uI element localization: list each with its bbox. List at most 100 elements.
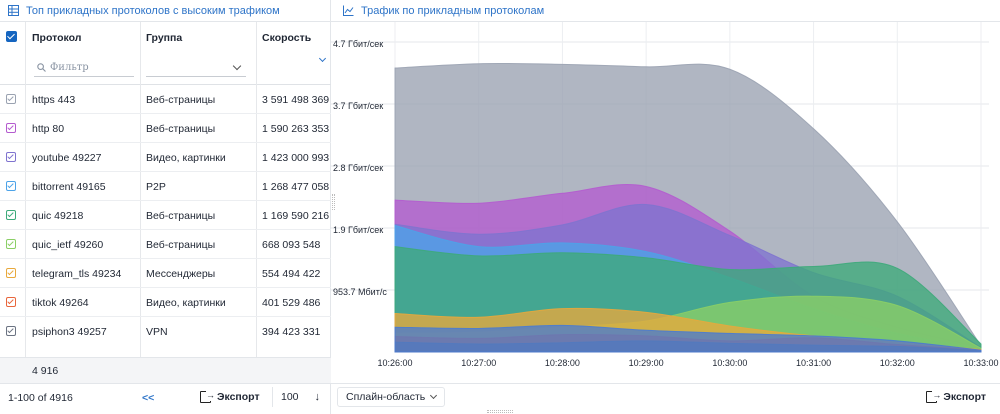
row-checkbox[interactable] bbox=[6, 181, 16, 191]
x-tick-label: 10:28:00 bbox=[545, 358, 580, 368]
x-tick-label: 10:31:00 bbox=[796, 358, 831, 368]
table-body: https 443 Веб-страницы 3 591 498 369 http 8… bbox=[0, 85, 331, 343]
table-row[interactable]: telegram_tls 49234 Мессенджеры 554 494 422 bbox=[0, 259, 331, 288]
traffic-chart-panel: Трафик по прикладным протоколам 953.7 Мб… bbox=[331, 0, 1000, 414]
cell-protocol: quic 49218 bbox=[32, 210, 84, 222]
row-checkbox[interactable] bbox=[6, 239, 16, 249]
first-page-button[interactable]: << bbox=[142, 392, 155, 404]
page-range: 1-100 of 4916 bbox=[8, 392, 73, 404]
table-row[interactable]: https 443 Веб-страницы 3 591 498 369 bbox=[0, 85, 331, 114]
chart-panel-title: Трафик по прикладным протоколам bbox=[361, 4, 545, 17]
cell-speed: 1 423 000 993 bbox=[262, 152, 330, 164]
series-area-telegram-49224[interactable] bbox=[394, 324, 982, 353]
traffic-area-chart: 953.7 Мбит/с 1.9 Гбит/сек 2.8 Гбит/сек 3.7 … bbox=[331, 22, 999, 368]
y-tick-label: 953.7 Мбит/с bbox=[333, 287, 387, 297]
chart-panel-header: Трафик по прикладным протоколам bbox=[331, 0, 1000, 22]
row-checkbox[interactable] bbox=[6, 268, 16, 278]
panel-resize-handle[interactable] bbox=[332, 194, 335, 210]
row-checkbox[interactable] bbox=[6, 210, 16, 220]
protocols-table-panel: Топ прикладных протоколов с высоким траф… bbox=[0, 0, 331, 414]
row-checkbox[interactable] bbox=[6, 326, 16, 336]
x-tick-label: 10:33:00 bbox=[963, 358, 998, 368]
cell-group: Веб-страницы bbox=[146, 123, 216, 135]
table-row[interactable]: youtube 49227 Видео, картинки 1 423 000 99… bbox=[0, 143, 331, 172]
cell-group: Веб-страницы bbox=[146, 94, 216, 106]
column-divider bbox=[25, 22, 26, 357]
bottom-resize-handle[interactable] bbox=[487, 410, 513, 413]
cell-protocol: youtube 49227 bbox=[32, 152, 102, 164]
select-all-checkbox[interactable] bbox=[6, 31, 17, 42]
protocol-filter-input[interactable]: Фильтр bbox=[34, 59, 134, 77]
y-tick-label: 4.7 Гбит/сек bbox=[333, 39, 383, 49]
group-filter-select[interactable] bbox=[146, 59, 246, 77]
area-chart-icon bbox=[343, 5, 354, 16]
cell-protocol: https 443 bbox=[32, 94, 76, 106]
column-header-protocol[interactable]: Протокол bbox=[32, 32, 82, 44]
row-checkbox[interactable] bbox=[6, 152, 16, 162]
arrow-down-icon: ↓ bbox=[314, 391, 321, 403]
x-tick-label: 10:29:00 bbox=[629, 358, 664, 368]
pagination-bar: 1-100 of 4916 << Экспорт 100 ↓ bbox=[0, 383, 331, 409]
x-tick-label: 10:27:00 bbox=[461, 358, 496, 368]
cell-group: Видео, картинки bbox=[146, 297, 226, 309]
total-count: 4 916 bbox=[0, 357, 331, 383]
cell-group: Веб-страницы bbox=[146, 210, 216, 222]
column-divider[interactable] bbox=[140, 22, 141, 357]
cell-group: Мессенджеры bbox=[146, 268, 216, 280]
table-row[interactable]: tiktok 49264 Видео, картинки 401 529 486 bbox=[0, 288, 331, 317]
table-panel-title: Топ прикладных протоколов с высоким траф… bbox=[26, 4, 280, 17]
row-checkbox[interactable] bbox=[6, 297, 16, 307]
chart-type-label: Сплайн-область bbox=[346, 391, 426, 403]
cell-group: Видео, картинки bbox=[146, 152, 226, 164]
cell-speed: 394 423 331 bbox=[262, 326, 321, 338]
table-row[interactable]: quic 49218 Веб-страницы 1 169 590 216 bbox=[0, 201, 331, 230]
cell-protocol: tiktok 49264 bbox=[32, 297, 89, 309]
page-size-value: 100 bbox=[281, 391, 299, 403]
table-icon bbox=[8, 5, 19, 16]
export-icon bbox=[200, 389, 215, 403]
cell-speed: 3 591 498 369 bbox=[262, 94, 330, 106]
search-icon bbox=[37, 63, 46, 72]
cell-group: VPN bbox=[146, 326, 168, 338]
table-row[interactable]: psiphon3 49257 VPN 394 423 331 bbox=[0, 317, 331, 343]
table-export-button[interactable]: Экспорт bbox=[200, 389, 260, 403]
column-header-speed[interactable]: Скорость bbox=[262, 32, 312, 44]
y-tick-label: 2.8 Гбит/сек bbox=[333, 163, 383, 173]
row-checkbox[interactable] bbox=[6, 94, 16, 104]
cell-protocol: bittorrent 49165 bbox=[32, 181, 106, 193]
cell-speed: 1 169 590 216 bbox=[262, 210, 330, 222]
sort-desc-icon[interactable] bbox=[318, 54, 327, 63]
table-row[interactable]: http 80 Веб-страницы 1 590 263 353 bbox=[0, 114, 331, 143]
table-export-label: Экспорт bbox=[217, 391, 260, 403]
chart-footer: Сплайн-область Экспорт bbox=[331, 383, 1000, 409]
cell-speed: 1 590 263 353 bbox=[262, 123, 330, 135]
chart-type-select[interactable]: Сплайн-область bbox=[337, 387, 446, 407]
filter-placeholder: Фильтр bbox=[50, 62, 89, 73]
cell-protocol: http 80 bbox=[32, 123, 65, 135]
table-row[interactable]: bittorrent 49165 P2P 1 268 477 058 bbox=[0, 172, 331, 201]
cell-group: Веб-страницы bbox=[146, 239, 216, 251]
row-checkbox[interactable] bbox=[6, 123, 16, 133]
chart-export-label: Экспорт bbox=[943, 391, 986, 403]
chart-export-button[interactable]: Экспорт bbox=[926, 389, 986, 403]
table-header: Протокол Группа Скорость Фильтр bbox=[0, 22, 331, 85]
chevron-down-icon bbox=[232, 61, 242, 71]
cell-speed: 668 093 548 bbox=[262, 239, 321, 251]
x-tick-label: 10:30:00 bbox=[712, 358, 747, 368]
cell-protocol: telegram_tls 49234 bbox=[32, 268, 122, 280]
y-tick-label: 1.9 Гбит/сек bbox=[333, 225, 383, 235]
export-icon bbox=[926, 389, 942, 403]
cell-speed: 401 529 486 bbox=[262, 297, 321, 309]
table-row[interactable]: quic_ietf 49260 Веб-страницы 668 093 548 bbox=[0, 230, 331, 259]
column-divider[interactable] bbox=[256, 22, 257, 357]
x-tick-label: 10:32:00 bbox=[880, 358, 915, 368]
cell-protocol: psiphon3 49257 bbox=[32, 326, 107, 338]
column-header-group[interactable]: Группа bbox=[146, 32, 183, 44]
cell-speed: 1 268 477 058 bbox=[262, 181, 330, 193]
page-size-select[interactable]: 100 ↓ bbox=[272, 387, 328, 407]
cell-group: P2P bbox=[146, 181, 166, 193]
x-tick-label: 10:26:00 bbox=[377, 358, 412, 368]
cell-speed: 554 494 422 bbox=[262, 268, 321, 280]
y-tick-label: 3.7 Гбит/сек bbox=[333, 101, 383, 111]
table-panel-header: Топ прикладных протоколов с высоким траф… bbox=[0, 0, 330, 22]
